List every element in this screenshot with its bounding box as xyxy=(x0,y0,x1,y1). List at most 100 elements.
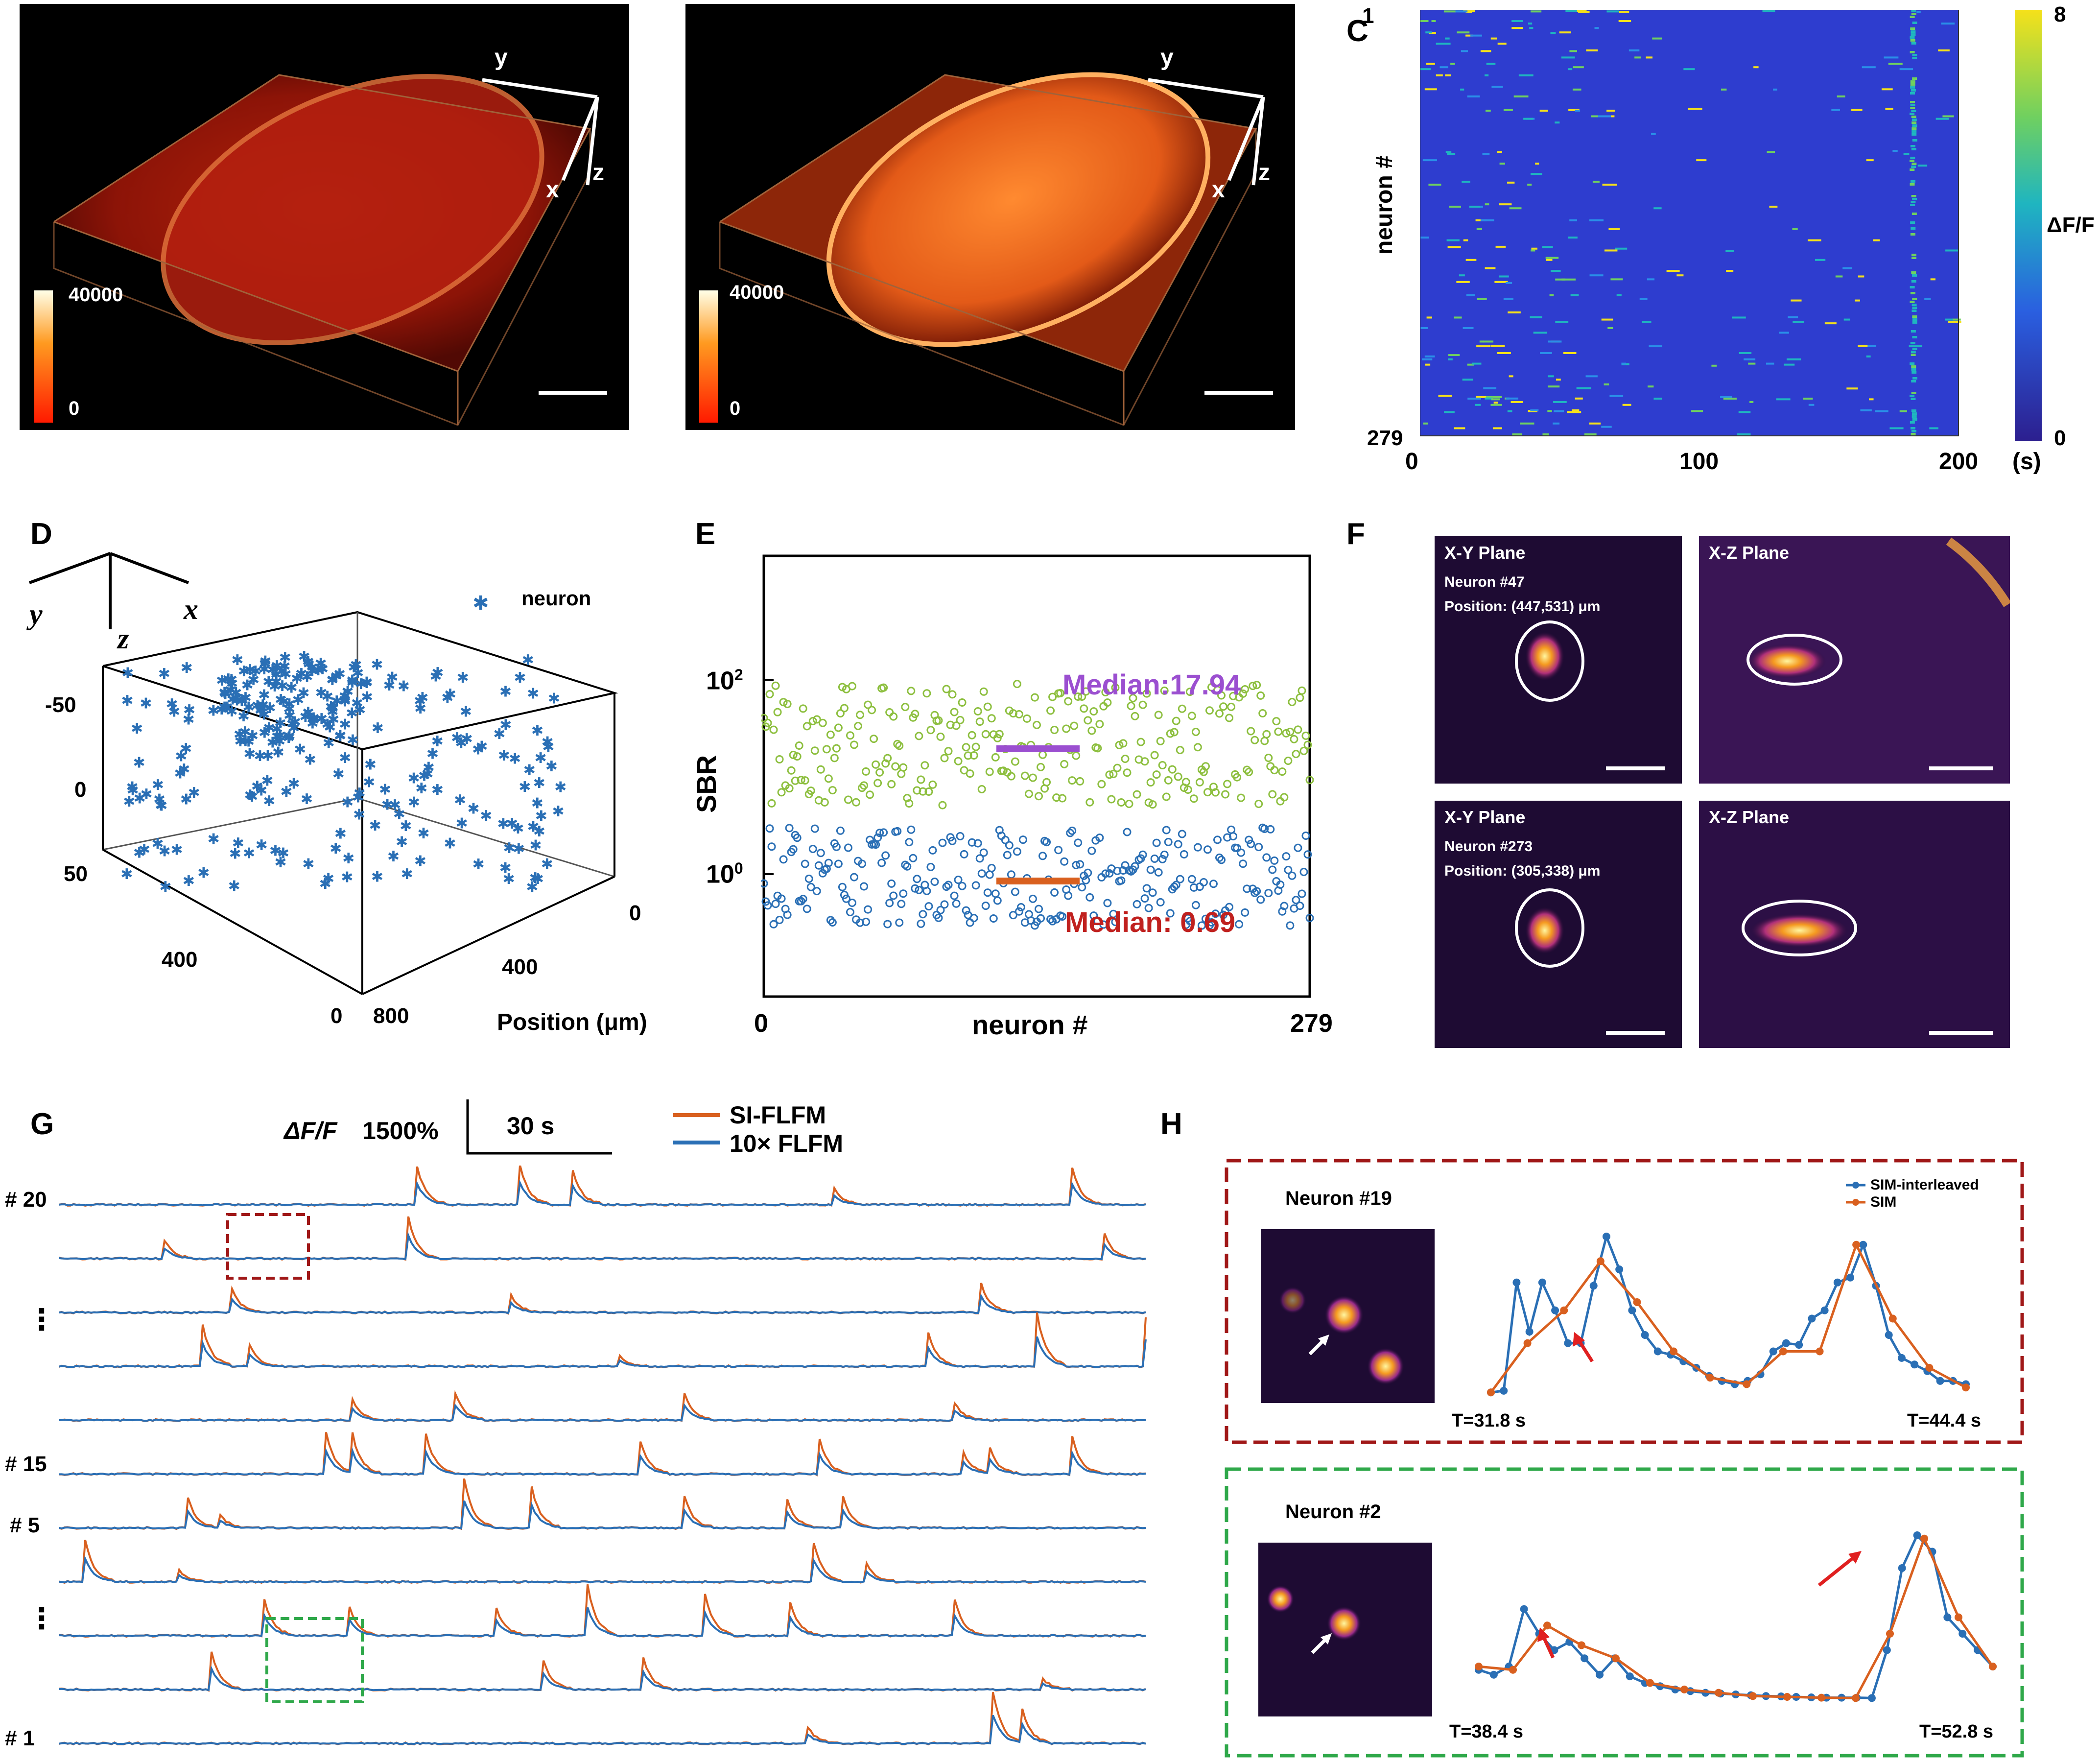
g-scale-dff: ΔF/F xyxy=(284,1117,337,1144)
heatmap-cell xyxy=(1609,395,1621,397)
h-point-sim-interleaved xyxy=(1883,1646,1891,1654)
sbr-point-si-flfm xyxy=(1129,693,1137,702)
neuron-point: ✱ xyxy=(379,782,391,798)
sbr-point-10x-flfm xyxy=(1015,907,1023,916)
sbr-point-10x-flfm xyxy=(944,881,953,889)
h-point-sim-interleaved xyxy=(1808,1314,1816,1323)
sbr-point-si-flfm xyxy=(1103,698,1112,707)
h-point-sim-interleaved xyxy=(1782,1339,1790,1347)
heatmap-cell xyxy=(1842,267,1852,269)
triad-label-x: x xyxy=(184,593,198,625)
h-point-sim xyxy=(1749,1692,1757,1700)
neuron-point: ✱ xyxy=(408,795,420,811)
sbr-point-si-flfm xyxy=(936,732,945,741)
sbr-point-si-flfm xyxy=(1168,765,1177,774)
sbr-point-si-flfm xyxy=(1176,746,1184,755)
sbr-point-si-flfm xyxy=(1154,711,1163,719)
sbr-point-si-flfm xyxy=(1217,691,1226,700)
sbr-point-10x-flfm xyxy=(981,902,990,910)
heatmap-cell xyxy=(1912,274,1917,277)
sbr-point-si-flfm xyxy=(1223,780,1232,788)
trace-10x-flfm xyxy=(59,1447,1146,1476)
sbr-point-10x-flfm xyxy=(1060,857,1069,866)
heatmap-cell xyxy=(1744,358,1756,360)
heatmap-cell xyxy=(1490,37,1497,40)
neuron-points: ✱✱ ✱✱✱✱✱✱✱✱✱✱✱✱✱✱✱ ✱✱✱✱✱✱✱✱✱✱✱✱✱✱✱✱✱✱✱✱✱✱✱… xyxy=(120,649,566,895)
h-bottom-plot xyxy=(1475,1531,1997,1702)
roi-ellipse xyxy=(1746,634,1842,686)
heatmap-cell xyxy=(1912,418,1917,421)
xz-plane-neuron-47 xyxy=(1699,536,2010,784)
neuron-point: ✱ xyxy=(400,818,412,834)
sbr-point-10x-flfm xyxy=(936,905,945,914)
sbr-point-si-flfm xyxy=(816,765,825,774)
heatmap-cell xyxy=(1426,316,1433,319)
heatmap-cell xyxy=(1911,30,1916,33)
h-box-neuron-19 xyxy=(1225,1159,2024,1444)
neuron-point: ✱ xyxy=(417,826,429,842)
heatmap-cell xyxy=(1646,56,1653,59)
sbr-point-si-flfm xyxy=(832,744,841,753)
sbr-point-10x-flfm xyxy=(907,825,916,834)
sbr-point-si-flfm xyxy=(938,801,947,810)
sbr-point-10x-flfm xyxy=(1209,880,1218,888)
sbr-point-10x-flfm xyxy=(1038,852,1047,860)
sbr-point-10x-flfm xyxy=(1180,850,1188,858)
sbr-point-si-flfm xyxy=(769,725,778,734)
sbr-point-10x-flfm xyxy=(1101,869,1110,878)
heatmap-cell xyxy=(1910,86,1915,89)
sbr-point-10x-flfm xyxy=(832,842,841,851)
sbr-point-10x-flfm xyxy=(1158,855,1167,863)
neuron-point: ✱ xyxy=(334,728,346,744)
sbr-point-10x-flfm xyxy=(1207,918,1216,927)
heatmap-cell xyxy=(1911,271,1916,274)
sbr-point-si-flfm xyxy=(808,717,817,726)
heatmap-cell xyxy=(1495,245,1506,248)
heatmap-cell xyxy=(1912,298,1917,300)
heatmap-cell xyxy=(1421,358,1433,360)
sbr-point-si-flfm xyxy=(765,690,774,698)
heatmap-cell xyxy=(1561,278,1576,281)
heatmap-cell xyxy=(1459,274,1465,277)
heatmap-cell xyxy=(1885,108,1893,110)
f-title-tl: X-Y Plane xyxy=(1444,543,1526,563)
heatmap-cell xyxy=(1556,379,1561,381)
heatmap-cell xyxy=(1420,68,1431,71)
neuron-point: ✱ xyxy=(302,654,314,670)
sbr-point-si-flfm xyxy=(940,754,949,762)
h-title-neuron-2: Neuron #2 xyxy=(1285,1501,1381,1523)
neuron-point: ✱ xyxy=(542,739,554,755)
heatmap-cell xyxy=(1576,387,1591,389)
neuron-point: ✱ xyxy=(226,704,238,720)
sbr-point-si-flfm xyxy=(944,747,953,756)
heatmap-cell xyxy=(1766,362,1774,365)
neuron-point: ✱ xyxy=(242,734,255,750)
colorbar-min-c: 0 xyxy=(2054,426,2066,450)
heatmap-cell xyxy=(1567,411,1581,413)
heatmap-cell xyxy=(1610,278,1623,281)
sbr-point-si-flfm xyxy=(1028,773,1037,782)
heatmap-cell xyxy=(1446,239,1460,241)
heatmap-cell xyxy=(1511,27,1523,29)
trace-si-flfm xyxy=(59,1692,1146,1746)
heatmap-cell xyxy=(1483,387,1497,389)
h-point-sim-interleaved xyxy=(1820,1306,1829,1314)
neuron-point: ✱ xyxy=(302,705,314,721)
heatmap-cell xyxy=(1647,278,1655,281)
neuron-point: ✱ xyxy=(499,860,511,876)
sbr-point-si-flfm xyxy=(777,788,786,797)
sbr-point-10x-flfm xyxy=(1003,851,1012,859)
sbr-point-10x-flfm xyxy=(1262,853,1271,862)
trace-si-flfm xyxy=(59,1584,1146,1638)
heatmap-cell xyxy=(1910,101,1915,103)
heatmap-cell xyxy=(1860,409,1872,411)
heatmap-cell xyxy=(1465,11,1472,13)
h-point-sim xyxy=(1612,1654,1620,1663)
heatmap-cell xyxy=(1622,404,1631,406)
sbr-point-10x-flfm xyxy=(1282,852,1291,861)
heatmap-cell xyxy=(1490,345,1505,347)
sbr-point-10x-flfm xyxy=(973,839,982,848)
neuron-point: ✱ xyxy=(457,670,469,686)
heatmap-cell xyxy=(1531,173,1542,175)
sbr-point-si-flfm xyxy=(1241,685,1250,693)
